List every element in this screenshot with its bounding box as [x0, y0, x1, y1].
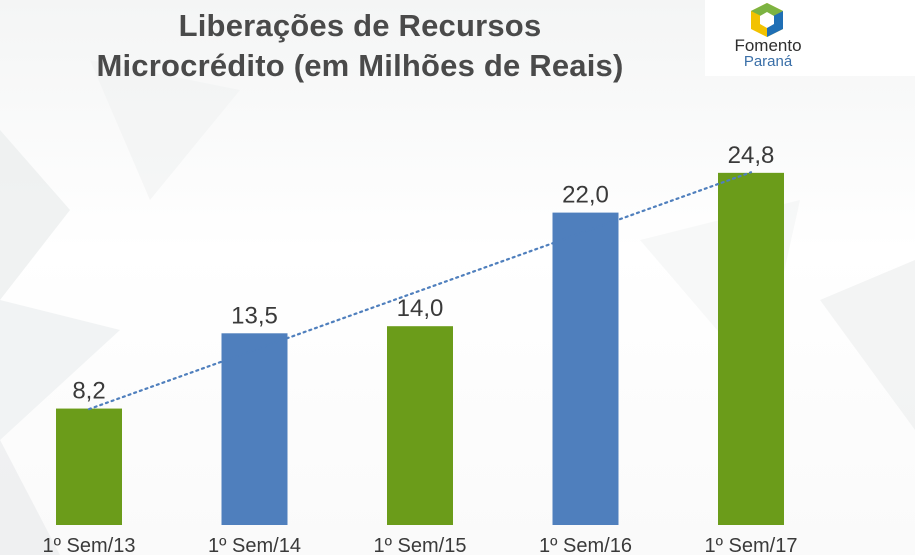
logo-name-line-1: Fomento	[734, 36, 802, 55]
x-tick-label-2: 1º Sem/14	[208, 535, 301, 555]
bar-4	[552, 212, 619, 525]
chart-title: Liberações de Recursos Microcrédito (em …	[20, 6, 700, 86]
data-label-1: 8,2	[72, 378, 105, 405]
bar-2	[221, 333, 288, 525]
data-label-5: 24,8	[728, 142, 775, 169]
x-tick-label-5: 1º Sem/17	[705, 535, 798, 555]
data-label-2: 13,5	[231, 302, 278, 329]
x-tick-label-4: 1º Sem/16	[539, 535, 632, 555]
logo-area	[705, 0, 915, 76]
bar-5	[718, 172, 784, 525]
chart-title-line-2: Microcrédito (em Milhões de Reais)	[96, 48, 624, 83]
x-tick-label-1: 1º Sem/13	[43, 535, 136, 555]
bar-1	[56, 408, 122, 525]
bar-3	[387, 326, 453, 525]
data-label-3: 14,0	[397, 295, 444, 322]
x-tick-label-3: 1º Sem/15	[374, 535, 467, 555]
data-label-4: 22,0	[562, 182, 609, 209]
fomento-hexagon-logo-icon	[751, 3, 783, 37]
logo-name-line-2: Paraná	[743, 53, 793, 70]
chart-title-line-1: Liberações de Recursos	[178, 8, 542, 43]
